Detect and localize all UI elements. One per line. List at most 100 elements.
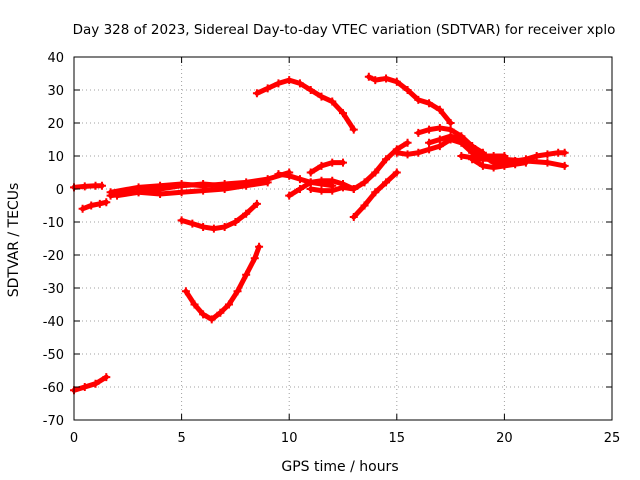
data-point bbox=[295, 175, 304, 184]
data-point bbox=[95, 199, 104, 208]
data-point bbox=[102, 198, 111, 207]
data-point bbox=[216, 308, 225, 317]
data-point bbox=[87, 201, 96, 210]
data-point bbox=[190, 300, 199, 309]
data-point bbox=[328, 97, 337, 106]
data-point bbox=[80, 182, 89, 191]
data-point bbox=[242, 178, 251, 187]
data-point bbox=[188, 219, 197, 228]
series-arc-20 bbox=[468, 155, 530, 172]
data-point bbox=[446, 132, 455, 141]
data-point bbox=[306, 168, 315, 177]
data-point bbox=[392, 168, 401, 177]
series-trace bbox=[254, 77, 357, 133]
data-point bbox=[156, 185, 165, 193]
data-point bbox=[274, 170, 283, 179]
x-tick-label: 10 bbox=[281, 431, 298, 446]
data-point bbox=[328, 176, 337, 185]
y-tick-label: 30 bbox=[47, 84, 64, 99]
data-point bbox=[425, 125, 434, 134]
data-point bbox=[403, 150, 412, 159]
y-tick-label: 0 bbox=[56, 183, 64, 198]
data-point bbox=[220, 181, 229, 190]
data-point bbox=[560, 148, 569, 157]
data-point bbox=[285, 191, 294, 200]
data-point bbox=[274, 79, 283, 88]
data-point bbox=[328, 158, 337, 167]
y-tick-label: -20 bbox=[43, 249, 64, 264]
x-tick-label: 5 bbox=[177, 431, 185, 446]
data-point bbox=[382, 178, 391, 187]
data-point bbox=[91, 379, 100, 388]
x-tick-label: 25 bbox=[604, 431, 621, 446]
plot-frame bbox=[73, 56, 613, 421]
y-tick-label: 10 bbox=[47, 150, 64, 165]
data-point bbox=[250, 254, 259, 263]
data-point bbox=[435, 105, 444, 114]
y-axis-label: SDTVAR / TECUs bbox=[6, 183, 22, 298]
data-point bbox=[263, 175, 272, 184]
data-point bbox=[543, 158, 552, 167]
data-point bbox=[560, 161, 569, 170]
data-point bbox=[339, 158, 347, 167]
series-arc-14 bbox=[364, 72, 455, 127]
data-point bbox=[224, 300, 233, 309]
series-arc-15 bbox=[349, 168, 401, 222]
data-point bbox=[511, 160, 520, 169]
data-point bbox=[242, 209, 251, 218]
data-point bbox=[285, 171, 294, 180]
data-point bbox=[113, 191, 122, 200]
data-point bbox=[263, 84, 272, 93]
x-tick-label: 15 bbox=[389, 431, 406, 446]
data-point bbox=[252, 199, 261, 208]
data-series bbox=[70, 72, 569, 395]
data-point bbox=[295, 79, 304, 88]
series-trace bbox=[183, 244, 262, 322]
y-tick-label: -30 bbox=[43, 282, 64, 297]
series-trace bbox=[308, 160, 346, 175]
data-point bbox=[306, 86, 315, 94]
data-point bbox=[317, 92, 326, 101]
data-point bbox=[468, 155, 477, 164]
series-trace bbox=[71, 374, 109, 393]
data-point bbox=[414, 95, 423, 104]
data-point bbox=[349, 185, 358, 193]
data-point bbox=[317, 176, 326, 185]
data-point bbox=[102, 373, 111, 382]
data-point bbox=[414, 128, 423, 137]
data-point bbox=[521, 158, 530, 167]
data-point bbox=[425, 138, 434, 147]
data-point bbox=[371, 76, 380, 85]
x-tick-label: 20 bbox=[496, 431, 513, 446]
data-point bbox=[382, 155, 391, 164]
data-point bbox=[543, 150, 552, 159]
series-arc-6 bbox=[113, 180, 229, 200]
data-point bbox=[382, 74, 391, 83]
data-point bbox=[317, 161, 326, 170]
data-point bbox=[233, 287, 242, 296]
data-point bbox=[78, 204, 87, 213]
data-point bbox=[220, 222, 229, 231]
axis-ticks: 0 5 10 15 20 25 -70 -60 -50 -40 -30 -20 -10 0 10 20 30 40 bbox=[43, 51, 621, 446]
data-point bbox=[435, 123, 444, 132]
data-point bbox=[231, 218, 240, 226]
data-point bbox=[199, 222, 208, 231]
data-point bbox=[339, 109, 347, 118]
data-point bbox=[177, 216, 186, 225]
data-point bbox=[468, 142, 477, 151]
series-arc-8 bbox=[181, 242, 264, 324]
data-point bbox=[317, 186, 326, 195]
data-point bbox=[360, 178, 369, 187]
data-point bbox=[349, 213, 358, 222]
data-point bbox=[295, 185, 304, 193]
data-point bbox=[255, 242, 264, 251]
data-point bbox=[242, 270, 251, 279]
data-point bbox=[457, 135, 466, 144]
data-point bbox=[328, 186, 337, 195]
y-tick-label: -70 bbox=[43, 414, 64, 429]
data-point bbox=[403, 86, 412, 94]
data-point bbox=[489, 163, 498, 172]
data-point bbox=[457, 152, 466, 160]
y-tick-label: -50 bbox=[43, 348, 64, 363]
